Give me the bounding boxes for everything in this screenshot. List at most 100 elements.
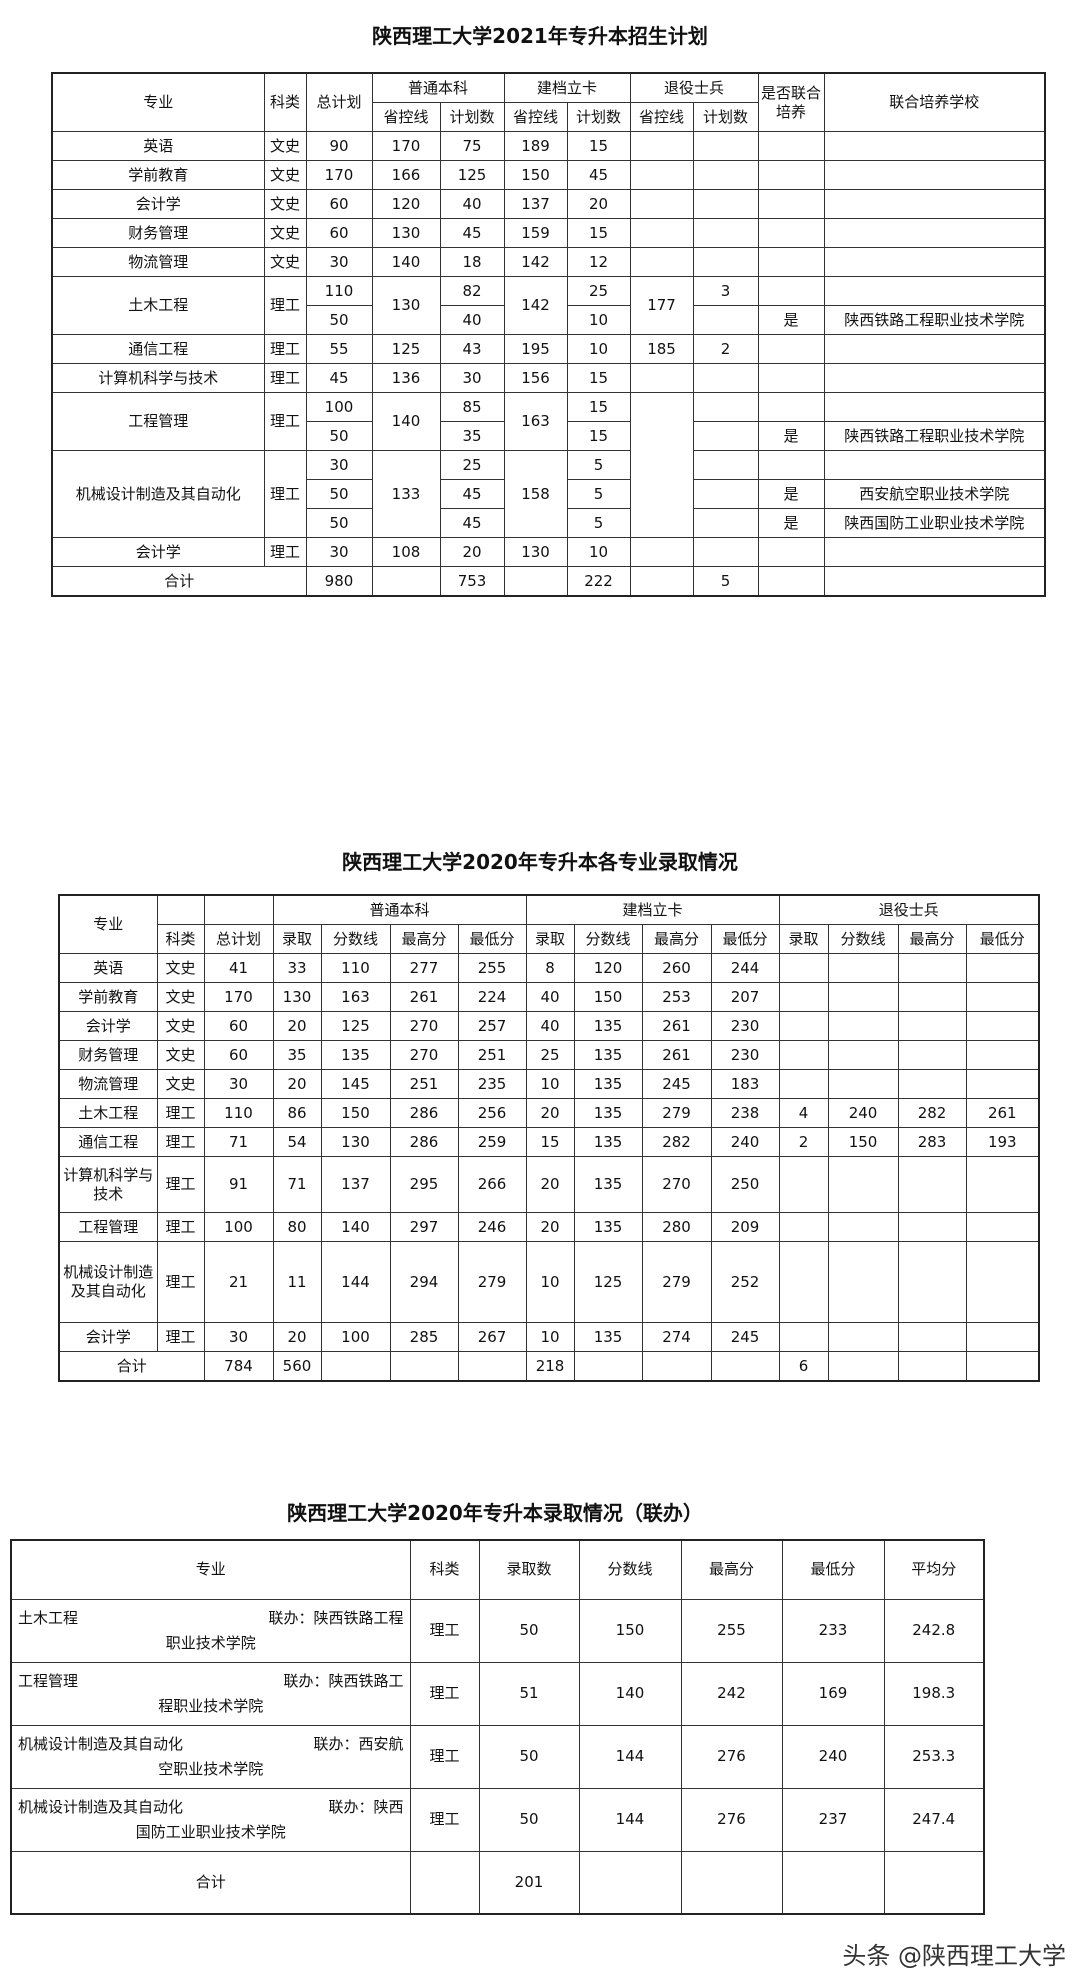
watermark: 头条 @陕西理工大学	[842, 1942, 1066, 1970]
table-cell: 144	[320, 1241, 391, 1323]
table-cell: 285	[389, 1322, 459, 1352]
table-cell: 理工	[156, 1212, 205, 1242]
table-row: 物流管理 文史 30 140 18 142 12	[51, 247, 1046, 277]
table-cell	[823, 131, 1046, 161]
header-cell: 分数线	[578, 1539, 682, 1600]
joint-school: 联办：西安航	[313, 1734, 404, 1753]
table-cell: 工程管理	[58, 1212, 158, 1242]
header-cell	[203, 894, 274, 925]
table-cell: 文史	[263, 131, 307, 161]
table-cell: 247.4	[883, 1787, 985, 1852]
table-cell: 177	[629, 276, 694, 335]
table-cell: 244	[710, 953, 780, 983]
header-cell: 省控线	[371, 102, 441, 132]
table-cell: 西安航空职业技术学院	[823, 479, 1046, 509]
table-cell: 60	[203, 1040, 274, 1070]
table-cell: 185	[629, 334, 694, 364]
table-cell: 计算机科学与技术	[58, 1156, 158, 1213]
table-cell: 170	[371, 131, 441, 161]
table-cell: 209	[710, 1212, 780, 1242]
header-cell: 总计划	[305, 72, 373, 132]
table-cell	[823, 160, 1046, 190]
table-row: 学前教育 文史 170 130 163 261 224 40 150 253 207	[58, 982, 1040, 1012]
table-cell: 75	[439, 131, 505, 161]
table-cell	[757, 450, 825, 480]
table-cell: 43	[439, 334, 505, 364]
table-cell: 财务管理	[51, 218, 265, 248]
table-cell: 5	[566, 479, 631, 509]
table-cell	[965, 1241, 1040, 1323]
table-cell: 15	[525, 1127, 575, 1157]
table-cell: 235	[457, 1069, 527, 1099]
table-cell: 150	[827, 1127, 899, 1157]
table-cell: 理工	[409, 1661, 480, 1726]
table-cell: 266	[457, 1156, 527, 1213]
table-cell: 20	[525, 1156, 575, 1213]
header-cell: 计划数	[439, 102, 505, 132]
table-row: 机械设计制造及其自动化 理工 21 11 144 294 279 10 125 279 252	[58, 1241, 1040, 1323]
table-cell: 136	[371, 363, 441, 393]
table-cell: 135	[573, 1069, 643, 1099]
table-cell: 150	[503, 160, 568, 190]
table-cell: 753	[439, 566, 505, 597]
table-cell: 218	[525, 1351, 575, 1382]
header-cell: 分数线	[827, 924, 899, 954]
table-cell	[897, 982, 967, 1012]
table-cell: 240	[781, 1724, 885, 1789]
table-cell: 237	[781, 1787, 885, 1852]
table-row: 合计 980 753 222 5	[51, 566, 1046, 597]
table-row: 工程管理 联办：陕西铁路工 程职业技术学院 理工 51 140 242 169 198.3	[10, 1661, 985, 1726]
table-cell: 理工	[263, 450, 307, 538]
joint-school-cont: 职业技术学院	[165, 1633, 256, 1652]
table-cell: 50	[305, 305, 373, 335]
table-cell	[457, 1351, 527, 1382]
major-cell: 工程管理 联办：陕西铁路工 程职业技术学院	[10, 1661, 411, 1726]
table-cell: 130	[272, 982, 322, 1012]
table-cell: 10	[525, 1241, 575, 1323]
table-cell	[823, 247, 1046, 277]
table-cell: 理工	[156, 1322, 205, 1352]
table-cell: 159	[503, 218, 568, 248]
table-cell: 合计	[58, 1351, 205, 1382]
table-cell	[897, 1351, 967, 1382]
major-name: 机械设计制造及其自动化	[18, 1797, 184, 1816]
table-cell: 125	[573, 1241, 643, 1323]
table-cell: 135	[573, 1322, 643, 1352]
table-cell: 理工	[263, 334, 307, 364]
table-cell	[827, 953, 899, 983]
table-cell	[778, 1069, 829, 1099]
table-cell: 会计学	[58, 1011, 158, 1041]
table-cell: 45	[439, 479, 505, 509]
table-cell: 276	[680, 1724, 783, 1789]
header-cell: 省控线	[629, 102, 694, 132]
table-cell: 242.8	[883, 1598, 985, 1663]
table-cell: 工程管理	[51, 392, 265, 451]
header-cell: 省控线	[503, 102, 568, 132]
table-cell: 270	[641, 1156, 712, 1213]
table-cell: 51	[478, 1661, 580, 1726]
table-cell: 90	[305, 131, 373, 161]
table-cell: 144	[578, 1724, 682, 1789]
table-cell: 784	[203, 1351, 274, 1382]
table-cell: 英语	[58, 953, 158, 983]
table-cell: 理工	[263, 392, 307, 451]
table-row: 50 45 5 是陕西国防工业职业技术学院	[52, 508, 1046, 538]
table-cell: 110	[203, 1098, 274, 1128]
table-cell	[827, 1241, 899, 1323]
table-row: 机械设计制造及其自动化 联办：陕西 国防工业职业技术学院 理工 50 144 276 237 2…	[10, 1787, 985, 1852]
table-cell: 110	[320, 953, 391, 983]
table-cell	[823, 189, 1046, 219]
table-row: 财务管理 文史 60 35 135 270 251 25 135 261 230	[58, 1040, 1040, 1070]
header-cell: 总计划	[203, 924, 274, 954]
table-row: 学前教育 文史 170 166 125 150 45	[51, 160, 1046, 190]
table-cell: 142	[503, 276, 568, 335]
header-row: 专业 普通本科 建档立卡 退役士兵	[58, 894, 1040, 954]
table-cell	[827, 1351, 899, 1382]
table-cell: 41	[203, 953, 274, 983]
table-cell: 108	[371, 537, 441, 567]
table-cell	[692, 421, 759, 451]
table-cell: 201	[478, 1850, 580, 1915]
total-row: 合计 201	[10, 1850, 985, 1915]
table-cell: 机械设计制造及其自动化	[58, 1241, 158, 1323]
table-cell: 193	[965, 1127, 1040, 1157]
